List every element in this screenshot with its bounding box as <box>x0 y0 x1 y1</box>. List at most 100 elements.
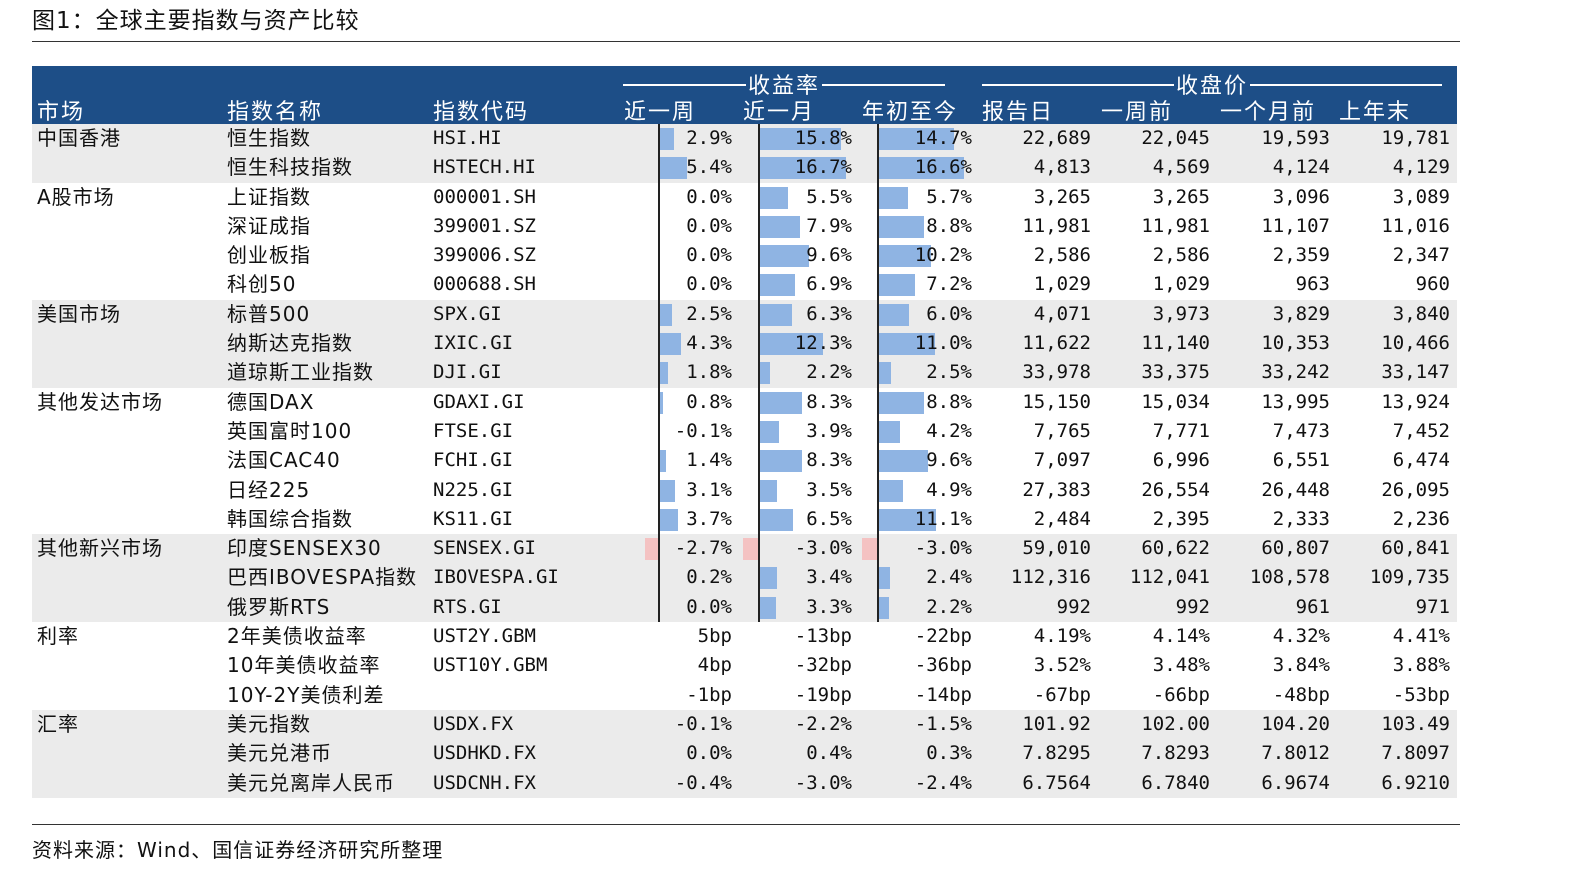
close-week-before-cell: 4,569 <box>1152 156 1210 179</box>
table-row: 俄罗斯RTS RTS.GI 0.0% 3.3% 2.2% 992 992 961 971 <box>32 592 1457 623</box>
return-1w-cell: 3.1% <box>686 478 732 501</box>
top-rule <box>32 41 1460 42</box>
bar-axis-rytd <box>877 124 879 623</box>
return-1w-cell: -0.1% <box>674 712 732 735</box>
return-1w-cell: 0.0% <box>686 273 732 296</box>
return-bar-rytd <box>878 450 928 473</box>
return-ytd-cell: -1.5% <box>914 712 972 735</box>
close-last-year-end-cell: 6.9210 <box>1381 771 1450 794</box>
return-ytd-cell: 2.2% <box>926 595 972 618</box>
close-report-cell: 15,150 <box>1022 390 1091 413</box>
close-month-before-cell: 26,448 <box>1261 478 1330 501</box>
close-month-before-cell: 60,807 <box>1261 537 1330 560</box>
index-code-cell: HSI.HI <box>433 127 502 149</box>
return-bar-r1w <box>659 362 669 385</box>
return-1m-cell: 6.5% <box>806 507 852 530</box>
close-report-cell: 3.52% <box>1033 654 1091 677</box>
close-report-cell: 27,383 <box>1022 478 1091 501</box>
close-last-year-end-cell: 109,735 <box>1369 566 1450 589</box>
return-bar-rytd <box>878 215 924 238</box>
return-1w-cell: 0.0% <box>686 214 732 237</box>
return-ytd-cell: 7.2% <box>926 273 972 296</box>
return-bar-rytd <box>878 596 890 619</box>
table-row: 纳斯达克指数 IXIC.GI 4.3% 12.3% 11.0% 11,622 11,140 1… <box>32 329 1457 359</box>
return-ytd-cell: 8.8% <box>926 214 972 237</box>
close-last-year-end-cell: 26,095 <box>1381 478 1450 501</box>
close-week-before-cell: 3.48% <box>1152 654 1210 677</box>
return-ytd-cell: 11.0% <box>914 332 972 355</box>
index-code-cell: USDX.FX <box>433 712 514 735</box>
return-1m-cell: 3.5% <box>806 478 852 501</box>
close-week-before-cell: 102.00 <box>1141 712 1210 735</box>
table-row: 10Y-2Y美债利差 -1bp -19bp -14bp -67bp -66bp -48bp -… <box>32 681 1457 710</box>
close-last-year-end-cell: 2,236 <box>1392 507 1450 530</box>
return-bar-rytd <box>878 274 916 297</box>
table-row: 巴西IBOVESPA指数 IBOVESPA.GI 0.2% 3.4% 2.4% 112,3… <box>32 563 1457 593</box>
return-1m-cell: 3.3% <box>806 595 852 618</box>
close-month-before-cell: 3.84% <box>1272 654 1330 677</box>
return-ytd-cell: 4.9% <box>926 478 972 501</box>
return-ytd-cell: -36bp <box>914 654 972 677</box>
return-1w-cell: 1.4% <box>686 449 732 472</box>
return-bar-rytd <box>878 362 891 385</box>
index-code-cell: UST2Y.GBM <box>433 625 536 648</box>
return-ytd-cell: 5.7% <box>926 185 972 208</box>
group-return-label: 收益率 <box>748 74 821 99</box>
return-ytd-cell: -14bp <box>914 683 972 706</box>
index-code-cell: UST10Y.GBM <box>433 654 548 677</box>
return-bar-rytd <box>878 186 908 209</box>
close-last-year-end-cell: 6,474 <box>1392 449 1450 472</box>
return-bar-r1w <box>659 157 688 180</box>
close-month-before-cell: 2,333 <box>1272 507 1330 530</box>
index-name-cell: 法国CAC40 <box>227 448 341 473</box>
return-1w-cell: 1.8% <box>686 361 732 384</box>
close-month-before-cell: 961 <box>1295 595 1330 618</box>
header-index-name: 指数名称 <box>227 100 324 125</box>
header-ytd: 年初至今 <box>862 100 959 125</box>
return-1w-cell: 0.0% <box>686 185 732 208</box>
close-last-year-end-cell: 10,466 <box>1381 332 1450 355</box>
return-1w-cell: 4.3% <box>686 332 732 355</box>
close-week-before-cell: 1,029 <box>1152 273 1210 296</box>
return-1m-cell: 6.3% <box>806 302 852 325</box>
table-row: 恒生科技指数 HSTECH.HI 5.4% 16.7% 16.6% 4,813 4,569 4… <box>32 153 1457 183</box>
index-name-cell: 创业板指 <box>227 243 311 268</box>
index-name-cell: 上证指数 <box>227 184 311 209</box>
table-row: 深证成指 399001.SZ 0.0% 7.9% 8.8% 11,981 11,981 11,… <box>32 212 1457 241</box>
close-last-year-end-cell: 4,129 <box>1392 156 1450 179</box>
return-1m-cell: -3.0% <box>794 771 852 794</box>
close-report-cell: -67bp <box>1033 683 1091 706</box>
close-month-before-cell: 11,107 <box>1261 214 1330 237</box>
return-1m-cell: -13bp <box>794 625 852 648</box>
close-month-before-cell: -48bp <box>1272 683 1330 706</box>
header-1w: 近一周 <box>624 100 697 125</box>
index-name-cell: 恒生指数 <box>227 126 311 150</box>
close-report-cell: 2,484 <box>1033 507 1091 530</box>
index-code-cell: 000688.SH <box>433 273 536 296</box>
close-month-before-cell: 4,124 <box>1272 156 1330 179</box>
index-name-cell: 美元兑离岸人民币 <box>227 770 395 795</box>
return-bar-r1m <box>759 362 771 385</box>
table-row: 创业板指 399006.SZ 0.0% 9.6% 10.2% 2,586 2,586 2,35… <box>32 241 1457 270</box>
close-week-before-cell: 3,973 <box>1152 302 1210 325</box>
close-month-before-cell: 7.8012 <box>1261 742 1330 765</box>
close-week-before-cell: 7,771 <box>1152 419 1210 442</box>
index-code-cell: FCHI.GI <box>433 449 514 472</box>
index-name-cell: 标普500 <box>227 301 311 326</box>
return-bar-r1m <box>759 567 777 590</box>
close-month-before-cell: 108,578 <box>1249 566 1330 589</box>
close-week-before-cell: 2,395 <box>1152 507 1210 530</box>
return-bar-rytd <box>878 245 932 268</box>
close-month-before-cell: 4.32% <box>1272 625 1330 648</box>
close-last-year-end-cell: 2,347 <box>1392 244 1450 267</box>
index-name-cell: 道琼斯工业指数 <box>227 360 374 385</box>
close-report-cell: 22,689 <box>1022 127 1091 149</box>
close-week-before-cell: 26,554 <box>1141 478 1210 501</box>
return-ytd-cell: 0.3% <box>926 742 972 765</box>
return-ytd-cell: -22bp <box>914 625 972 648</box>
index-code-cell: FTSE.GI <box>433 419 514 442</box>
close-last-year-end-cell: 13,924 <box>1381 390 1450 413</box>
return-1w-cell: 5bp <box>697 625 732 648</box>
return-1m-cell: 6.9% <box>806 273 852 296</box>
table-row: 其他新兴市场 印度SENSEX30 SENSEX.GI -2.7% -3.0% -3.0%… <box>32 534 1457 564</box>
